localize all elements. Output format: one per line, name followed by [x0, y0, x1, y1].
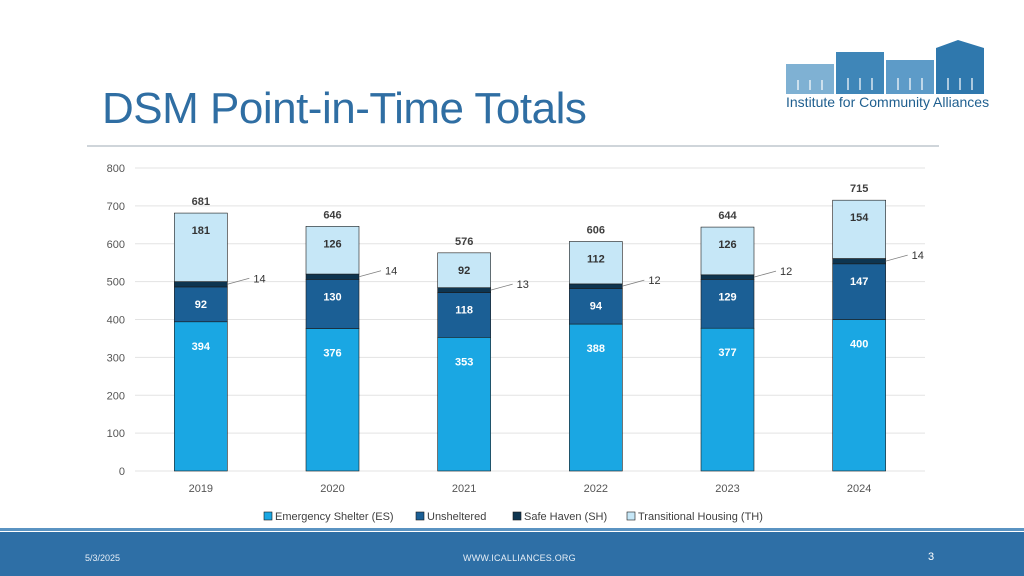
bar-segment — [700, 226, 755, 276]
y-tick-label: 200 — [107, 390, 125, 402]
data-label: 126 — [323, 238, 341, 250]
bar-segment — [700, 327, 755, 472]
bar-segment — [174, 321, 228, 472]
legend-swatch — [626, 511, 636, 521]
bar-segment — [437, 292, 491, 338]
data-label-leader — [885, 254, 908, 262]
data-label: 154 — [850, 212, 869, 224]
bar-segment — [305, 328, 360, 472]
data-label: 92 — [195, 299, 207, 311]
bar-segment — [305, 273, 360, 280]
bar-segment — [437, 287, 491, 293]
data-label: 92 — [458, 265, 470, 277]
y-tick-label: 700 — [107, 201, 125, 213]
legend-swatch — [512, 511, 522, 521]
stacked-bar-chart: 0 100 200 300 400 500 600 700 800 394 92 14 181 681 2… — [107, 163, 925, 523]
data-label: 126 — [718, 239, 736, 251]
bar-segment — [832, 263, 886, 320]
y-tick-label: 800 — [107, 163, 125, 175]
data-label: 14 — [253, 273, 265, 285]
footer-accent-line — [0, 528, 1024, 531]
bar-segment — [305, 279, 360, 329]
x-tick-label: 2022 — [584, 483, 608, 495]
total-label: 715 — [850, 183, 868, 195]
bar-segment — [305, 226, 360, 275]
footer-date: 5/3/2025 — [85, 553, 121, 563]
y-tick-label: 100 — [107, 428, 125, 440]
data-label-leader — [227, 277, 250, 285]
data-label-leader — [490, 283, 513, 291]
bar-segment — [174, 212, 228, 282]
bar-segment — [700, 279, 755, 329]
bar-segment — [832, 199, 886, 259]
x-tick-label: 2021 — [452, 483, 476, 495]
x-tick-label: 2020 — [320, 483, 344, 495]
data-label: 12 — [780, 266, 792, 278]
y-tick-label: 400 — [107, 315, 125, 327]
data-label: 14 — [912, 250, 924, 262]
bar-segment — [437, 252, 491, 288]
ica-logo-icon — [786, 40, 984, 94]
total-label: 681 — [192, 196, 210, 208]
bar-segment — [437, 337, 491, 472]
data-label: 394 — [192, 341, 211, 353]
logo-text: Institute for Community Alliances — [786, 94, 990, 110]
data-label: 353 — [455, 356, 473, 368]
data-label: 13 — [517, 279, 529, 291]
total-label: 606 — [587, 224, 605, 236]
bar-segment — [569, 283, 623, 289]
data-label: 14 — [385, 266, 397, 278]
bar-segment — [569, 241, 623, 285]
footer-website: WWW.ICALLIANCES.ORG — [463, 553, 576, 563]
x-tick-label: 2023 — [715, 483, 739, 495]
data-label-leader — [358, 270, 382, 278]
footer-bar — [0, 532, 1024, 576]
bar-segment — [174, 286, 228, 323]
data-label: 94 — [590, 300, 603, 312]
legend-swatch — [263, 511, 273, 521]
data-label: 376 — [323, 348, 341, 360]
legend-label: Unsheltered — [427, 511, 486, 523]
total-label: 646 — [323, 209, 341, 221]
bar-segment — [700, 274, 755, 280]
y-tick-label: 300 — [107, 352, 125, 364]
data-label: 118 — [455, 305, 473, 317]
bar-segment — [832, 258, 886, 265]
data-label: 400 — [850, 339, 868, 351]
data-label: 12 — [648, 275, 660, 287]
legend-label: Safe Haven (SH) — [524, 511, 607, 523]
x-tick-label: 2024 — [847, 483, 871, 495]
bar-segment — [174, 281, 228, 288]
data-label: 388 — [587, 343, 605, 355]
title-divider — [87, 145, 939, 147]
legend-swatch — [415, 511, 425, 521]
data-label-leader — [622, 279, 645, 287]
y-tick-label: 0 — [119, 466, 125, 478]
page-number: 3 — [928, 551, 935, 563]
data-label: 377 — [718, 347, 736, 359]
y-tick-label: 600 — [107, 239, 125, 251]
data-label: 130 — [323, 291, 341, 303]
legend-label: Emergency Shelter (ES) — [275, 511, 394, 523]
data-label-leader — [753, 270, 777, 278]
total-label: 576 — [455, 236, 473, 248]
page-title: DSM Point-in-Time Totals — [102, 84, 587, 133]
x-tick-label: 2019 — [189, 483, 213, 495]
bar-segment — [569, 323, 623, 472]
y-tick-label: 500 — [107, 277, 125, 289]
data-label: 147 — [850, 276, 868, 288]
legend-label: Transitional Housing (TH) — [638, 511, 763, 523]
data-label: 129 — [718, 291, 736, 303]
total-label: 644 — [718, 210, 737, 222]
data-label: 181 — [192, 225, 210, 237]
data-label: 112 — [587, 253, 605, 265]
